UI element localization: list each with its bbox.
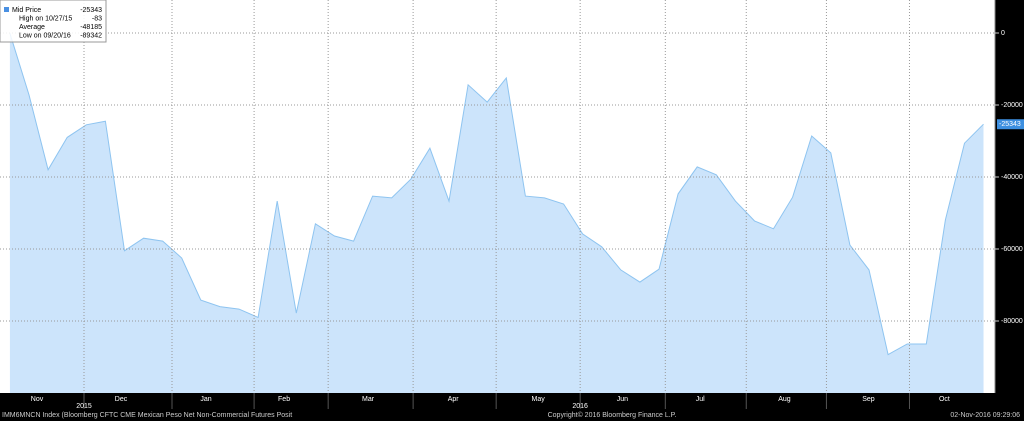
x-tick-label: Jul xyxy=(696,396,705,403)
legend-value: -89342 xyxy=(80,32,102,39)
plot xyxy=(0,0,995,394)
legend-value: -48185 xyxy=(80,24,102,31)
legend-label: Mid Price xyxy=(12,7,41,14)
year-label: 2015 xyxy=(76,403,92,410)
x-tick-label: Sep xyxy=(862,396,875,403)
y-tick-label: -80000 xyxy=(1001,318,1023,325)
footer-right: 02-Nov-2016 09:29:06 xyxy=(950,412,1020,419)
area-fill xyxy=(9,33,984,394)
legend-value: -25343 xyxy=(80,7,102,14)
legend-box xyxy=(0,0,107,43)
x-tick-label: Jun xyxy=(617,396,628,403)
y-tick-label: 0 xyxy=(1001,30,1005,37)
y-tick-label: -20000 xyxy=(1001,102,1023,109)
y-tick-label: -60000 xyxy=(1001,246,1023,253)
x-tick-label: Feb xyxy=(278,396,290,403)
x-tick-label: May xyxy=(532,396,546,403)
x-tick-label: Aug xyxy=(778,396,791,403)
y-tick-label: -40000 xyxy=(1001,174,1023,181)
last-value-label: -25343 xyxy=(999,121,1021,128)
x-tick-label: Nov xyxy=(31,396,44,403)
legend-swatch xyxy=(4,7,9,12)
footer-left: IMM6MNCN Index (Bloomberg CFTC CME Mexic… xyxy=(2,412,292,419)
x-tick-label: Jan xyxy=(200,396,211,403)
legend-label: Average xyxy=(19,24,45,31)
x-tick-label: Oct xyxy=(939,396,950,403)
legend-label: Low on 09/20/16 xyxy=(19,32,71,39)
x-tick-label: Mar xyxy=(362,396,375,403)
legend-label: High on 10/27/15 xyxy=(19,15,72,22)
x-tick-label: Dec xyxy=(115,396,128,403)
year-label: 2016 xyxy=(572,403,588,410)
last-value-box xyxy=(997,119,1024,130)
footer-center: Copyright© 2016 Bloomberg Finance L.P. xyxy=(548,411,677,419)
legend-value: -83 xyxy=(92,15,102,22)
x-tick-label: Apr xyxy=(448,396,460,403)
